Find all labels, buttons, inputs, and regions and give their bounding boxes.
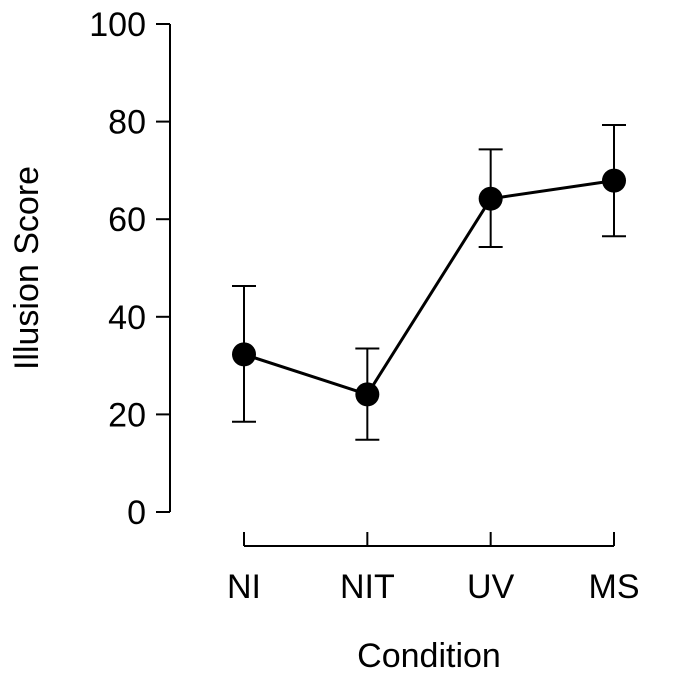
data-point bbox=[232, 342, 256, 367]
x-tick-label: MS bbox=[589, 568, 640, 606]
series-illusion-score bbox=[232, 124, 626, 441]
y-tick-label: 20 bbox=[108, 396, 146, 434]
x-tick-label: UV bbox=[467, 568, 515, 606]
data-point bbox=[602, 168, 626, 193]
series-line bbox=[243, 179, 615, 396]
y-tick-label: 60 bbox=[108, 201, 146, 239]
y-tick-label: 80 bbox=[108, 104, 146, 142]
x-tick-label: NIT bbox=[340, 568, 395, 606]
data-point bbox=[478, 186, 503, 211]
x-axis: NI NIT UV MS bbox=[227, 532, 640, 606]
y-axis: 0 20 40 60 80 100 bbox=[89, 6, 171, 532]
x-axis-label: Condition bbox=[357, 637, 501, 675]
y-tick-label: 0 bbox=[127, 494, 146, 532]
y-axis-label: Illusion Score bbox=[8, 166, 46, 370]
y-tick-label: 40 bbox=[108, 299, 146, 337]
x-tick-label: NI bbox=[227, 568, 261, 606]
data-point bbox=[355, 382, 380, 407]
y-tick-label: 100 bbox=[89, 6, 146, 44]
